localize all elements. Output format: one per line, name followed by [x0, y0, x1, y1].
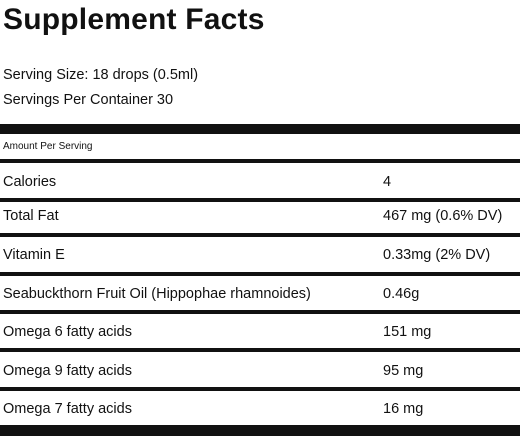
- bottom-thick-divider: [0, 425, 520, 436]
- nutrient-amount: 0.33mg (2% DV): [383, 247, 491, 263]
- divider: [0, 272, 520, 276]
- table-row-omega-6: Omega 6 fatty acids 151 mg: [0, 320, 520, 344]
- divider: [0, 159, 520, 163]
- table-row-omega-9: Omega 9 fatty acids 95 mg: [0, 359, 520, 383]
- nutrient-name: Calories: [3, 174, 57, 190]
- divider: [0, 310, 520, 314]
- nutrient-amount: 467 mg (0.6% DV): [383, 208, 503, 224]
- nutrient-amount: 16 mg: [383, 401, 424, 417]
- nutrient-amount: 151 mg: [383, 324, 432, 340]
- table-row-total-fat: Total Fat 467 mg (0.6% DV): [0, 204, 520, 228]
- nutrient-name: Total Fat: [3, 208, 59, 224]
- serving-size: Serving Size: 18 drops (0.5ml): [3, 67, 199, 83]
- nutrient-name: Vitamin E: [3, 247, 65, 263]
- nutrient-name: Omega 9 fatty acids: [3, 363, 132, 379]
- top-thick-divider: [0, 124, 520, 134]
- supplement-facts-title: Supplement Facts: [3, 3, 265, 36]
- nutrient-amount: 0.46g: [383, 286, 420, 302]
- nutrient-name: Seabuckthorn Fruit Oil (Hippophae rhamno…: [3, 286, 311, 302]
- table-row-vitamin-e: Vitamin E 0.33mg (2% DV): [0, 243, 520, 267]
- table-row-seabuckthorn-oil: Seabuckthorn Fruit Oil (Hippophae rhamno…: [0, 282, 520, 306]
- servings-per-container: Servings Per Container 30: [3, 92, 174, 108]
- divider: [0, 233, 520, 237]
- divider: [0, 387, 520, 391]
- nutrient-amount: 95 mg: [383, 363, 424, 379]
- amount-per-serving-label: Amount Per Serving: [3, 141, 93, 152]
- divider: [0, 348, 520, 352]
- nutrient-name: Omega 7 fatty acids: [3, 401, 132, 417]
- table-row-calories: Calories 4: [0, 170, 520, 194]
- nutrient-name: Omega 6 fatty acids: [3, 324, 132, 340]
- nutrient-amount: 4: [383, 174, 392, 190]
- table-row-omega-7: Omega 7 fatty acids 16 mg: [0, 397, 520, 421]
- divider: [0, 198, 520, 202]
